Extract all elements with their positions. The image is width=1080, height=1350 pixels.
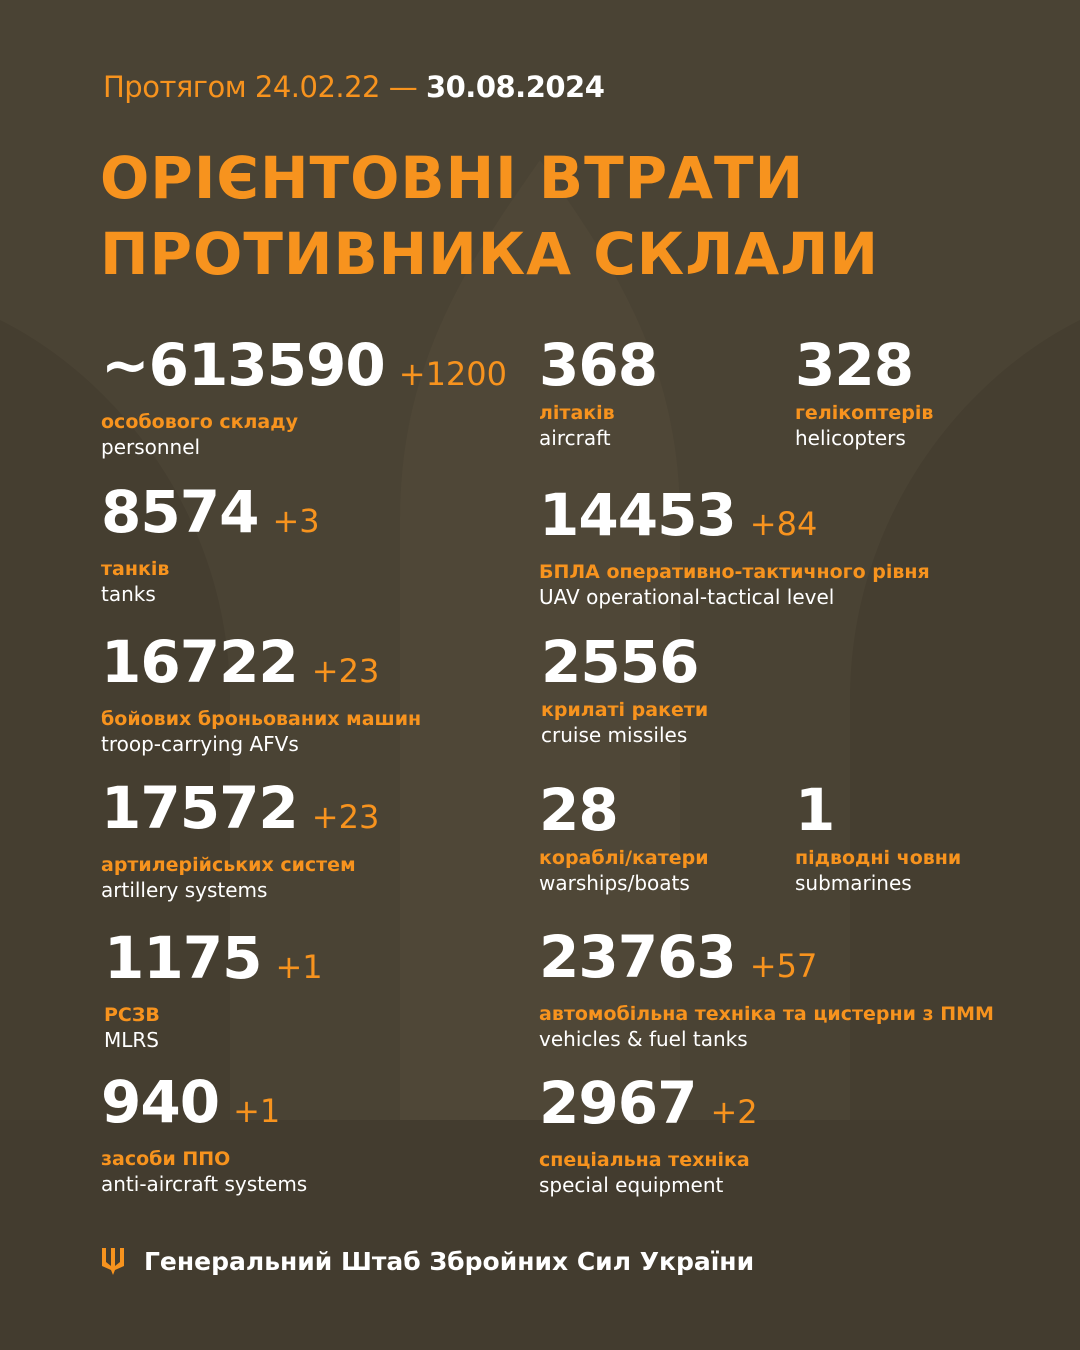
stat-cruise-missiles: 2556 крилаті ракети cruise missiles xyxy=(541,631,708,747)
stat-value: 1 xyxy=(795,779,961,841)
stat-air-defense: 940 +1 засоби ППО anti-aircraft systems xyxy=(101,1071,307,1196)
label-en: aircraft xyxy=(539,426,611,450)
stat-uav: 14453 +84 БПЛА оперативно-тактичного рівня… xyxy=(539,484,930,609)
stat-value: 2556 xyxy=(541,631,708,693)
period-start: Протягом 24.02.22 — xyxy=(103,70,418,104)
value: 28 xyxy=(539,776,619,844)
footer: Генеральний Штаб Збройних Сил України xyxy=(100,1246,754,1276)
value: 328 xyxy=(795,331,914,399)
value: 368 xyxy=(539,331,658,399)
daily-delta: +1 xyxy=(233,1092,281,1130)
title-line: ПРОТИВНИКА СКЛАЛИ xyxy=(100,220,879,288)
label-en: anti-aircraft systems xyxy=(101,1172,308,1196)
stat-vehicles: 23763 +57 автомобільна техніка та цистерни… xyxy=(539,926,994,1051)
label-en: tanks xyxy=(101,582,156,606)
stat-value: 14453 +84 xyxy=(539,484,930,555)
value: 2556 xyxy=(541,628,699,696)
period-end: 30.08.2024 xyxy=(425,70,605,104)
value: 940 xyxy=(101,1068,220,1136)
value: 1 xyxy=(795,776,835,844)
label-en: UAV operational-tactical level xyxy=(539,585,835,609)
daily-delta: +23 xyxy=(311,652,380,690)
label-ua: крилаті ракети xyxy=(541,699,709,721)
value: 2967 xyxy=(539,1069,697,1137)
label-ua: артилерійських систем xyxy=(101,854,356,876)
stat-value: 16722 +23 xyxy=(101,631,421,702)
stat-value: 8574 +3 xyxy=(101,481,320,552)
label-en: cruise missiles xyxy=(541,723,688,747)
stat-value: 328 xyxy=(795,334,933,396)
stat-value: 2967 +2 xyxy=(539,1072,758,1143)
label-en: warships/boats xyxy=(539,871,690,895)
stat-value: ~613590 +1200 xyxy=(101,334,507,405)
stat-value: 940 +1 xyxy=(101,1071,307,1142)
stat-special-equipment: 2967 +2 спеціальна техніка special equipmen… xyxy=(539,1072,758,1197)
stat-value: 1175 +1 xyxy=(104,927,323,998)
label-en: artillery systems xyxy=(101,878,268,902)
label-ua: РСЗВ xyxy=(104,1004,160,1026)
daily-delta: +2 xyxy=(710,1093,758,1131)
label-ua: бойових броньованих машин xyxy=(101,708,422,730)
stat-personnel: ~613590 +1200 особового складу personnel xyxy=(101,334,507,459)
label-ua: підводні човни xyxy=(795,847,962,869)
period: Протягом 24.02.22 — 30.08.2024 xyxy=(103,70,605,104)
stat-mlrs: 1175 +1 РСЗВ MLRS xyxy=(104,927,323,1052)
label-ua: автомобільна техніка та цистерни з ПММ xyxy=(539,1003,994,1025)
label-en: special equipment xyxy=(539,1173,724,1197)
daily-delta: +3 xyxy=(272,502,320,540)
label-ua: танків xyxy=(101,558,170,580)
stat-value: 368 xyxy=(539,331,658,399)
label-ua: БПЛА оперативно-тактичного рівня xyxy=(539,561,930,583)
stat-submarines: 1 підводні човни submarines xyxy=(795,779,961,895)
daily-delta: +1 xyxy=(275,948,323,986)
value: 17572 xyxy=(101,774,299,842)
daily-delta: +23 xyxy=(311,798,380,836)
value: 1175 xyxy=(104,924,262,992)
stat-afv: 16722 +23 бойових броньованих машин troop-c… xyxy=(101,631,421,756)
label-en: MLRS xyxy=(104,1028,159,1052)
value: ~613590 xyxy=(101,331,386,399)
label-ua: кораблі/катери xyxy=(539,847,709,869)
label-en: vehicles & fuel tanks xyxy=(539,1027,748,1051)
label-en: personnel xyxy=(101,435,201,459)
label-ua: гелікоптерів xyxy=(795,402,934,424)
stat-aircraft: 368 літаків aircraft xyxy=(539,331,658,450)
stat-warships: 28 кораблі/катери warships/boats xyxy=(539,779,709,895)
stat-helicopters: 328 гелікоптерів helicopters xyxy=(795,334,933,450)
stat-value: 17572 +23 xyxy=(101,777,379,848)
footer-text: Генеральний Штаб Збройних Сил України xyxy=(144,1246,755,1276)
label-en: troop-carrying AFVs xyxy=(101,732,299,756)
value: 16722 xyxy=(101,628,299,696)
label-en: submarines xyxy=(795,871,912,895)
label-ua: спеціальна техніка xyxy=(539,1149,750,1171)
label-en: helicopters xyxy=(795,426,906,450)
label-ua: літаків xyxy=(539,402,615,424)
value: 14453 xyxy=(539,481,737,549)
page-title: ОРІЄНТОВНІ ВТРАТИ ПРОТИВНИКА СКЛАЛИ xyxy=(100,140,879,292)
daily-delta: +1200 xyxy=(398,355,507,393)
label-ua: засоби ППО xyxy=(101,1148,231,1170)
trident-icon xyxy=(102,1248,124,1275)
daily-delta: +57 xyxy=(749,947,818,985)
stat-value: 23763 +57 xyxy=(539,926,994,997)
daily-delta: +84 xyxy=(749,505,818,543)
title-line: ОРІЄНТОВНІ ВТРАТИ xyxy=(100,144,805,212)
value: 8574 xyxy=(101,478,259,546)
value: 23763 xyxy=(539,923,737,991)
stat-value: 28 xyxy=(539,779,709,841)
label-ua: особового складу xyxy=(101,411,298,433)
stat-artillery: 17572 +23 артилерійських систем artillery s… xyxy=(101,777,379,902)
stat-tanks: 8574 +3 танків tanks xyxy=(101,481,320,606)
